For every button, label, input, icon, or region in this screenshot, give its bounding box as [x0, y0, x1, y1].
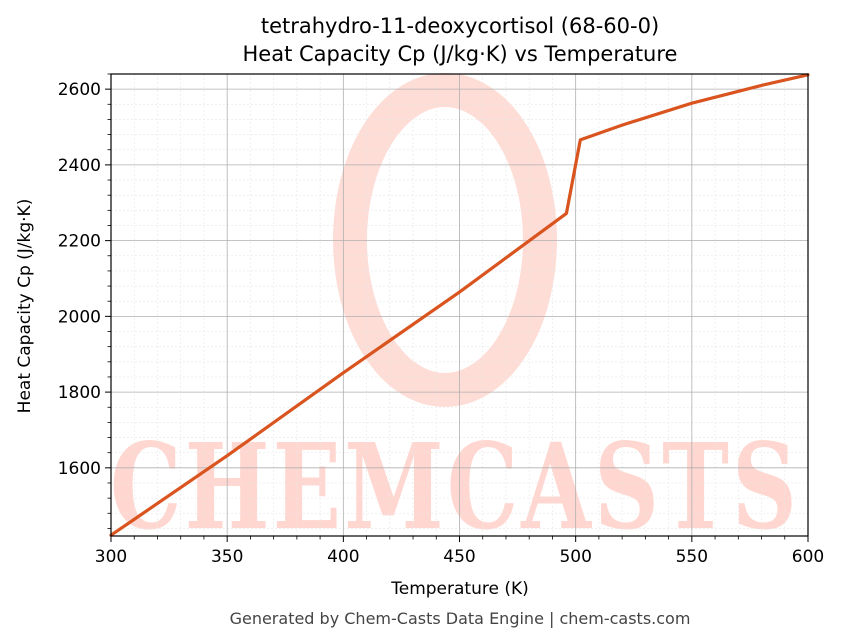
y-tick-labels: 1600 1800 2000 2200 2400 2600 [58, 80, 101, 479]
y-axis-label: Heat Capacity Cp (J/kg·K) [15, 199, 35, 414]
x-tick-label: 600 [792, 547, 824, 567]
x-tick-label: 550 [676, 547, 708, 567]
x-tick-labels: 300 350 400 450 500 550 600 [95, 547, 824, 567]
axis-ticks [105, 73, 809, 542]
x-tick-label: 300 [95, 547, 127, 567]
footer-credit: Generated by Chem-Casts Data Engine | ch… [230, 609, 691, 628]
y-tick-label: 2000 [58, 307, 101, 327]
watermark-logo-ring [333, 73, 557, 407]
x-tick-label: 400 [327, 547, 359, 567]
watermark: CHEMCASTS [110, 73, 800, 556]
y-tick-label: 2400 [58, 156, 101, 176]
y-tick-label: 1600 [58, 459, 101, 479]
series-line [109, 73, 810, 537]
chart-title-line2: Heat Capacity Cp (J/kg·K) vs Temperature [243, 42, 678, 66]
chart-title-line1: tetrahydro-11-deoxycortisol (68-60-0) [261, 14, 659, 38]
x-tick-label: 450 [443, 547, 475, 567]
y-tick-label: 1800 [58, 383, 101, 403]
x-tick-label: 500 [559, 547, 591, 567]
watermark-text: CHEMCASTS [110, 417, 800, 556]
plot-area [109, 73, 810, 537]
y-tick-label: 2200 [58, 232, 101, 252]
x-tick-label: 350 [211, 547, 243, 567]
x-axis-label: Temperature (K) [390, 579, 529, 599]
y-tick-label: 2600 [58, 80, 101, 100]
